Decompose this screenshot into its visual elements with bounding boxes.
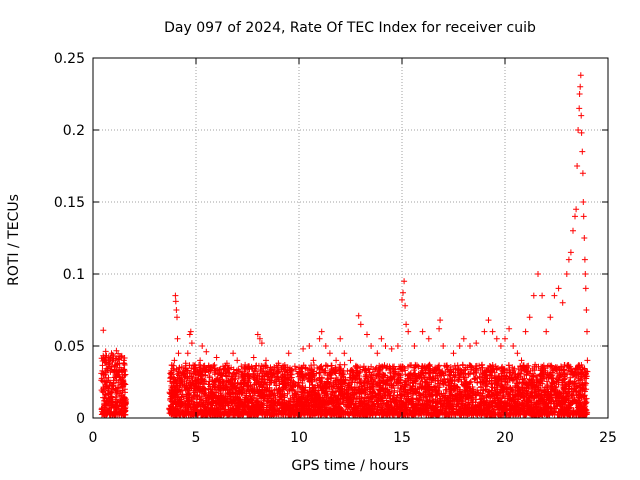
- band-point: [99, 358, 106, 364]
- band-point: [548, 362, 555, 369]
- band-point: [98, 375, 105, 382]
- band-point: [347, 394, 354, 401]
- band-point: [548, 375, 555, 382]
- band-point: [100, 394, 107, 401]
- band-point: [353, 364, 360, 371]
- dense-point-band: [98, 347, 591, 419]
- band-point: [108, 412, 115, 418]
- band-point: [100, 354, 107, 361]
- band-point: [112, 387, 119, 394]
- band-point: [112, 409, 119, 415]
- band-point: [211, 362, 218, 368]
- band-point: [109, 386, 116, 393]
- band-point: [108, 364, 115, 371]
- band-point: [360, 363, 367, 370]
- band-point: [168, 362, 175, 369]
- band-point: [113, 355, 120, 362]
- band-point: [106, 382, 113, 389]
- band-point: [374, 371, 381, 378]
- band-point: [105, 387, 112, 394]
- band-point: [257, 366, 264, 373]
- band-point: [341, 361, 348, 368]
- band-point: [418, 385, 425, 392]
- band-point: [480, 387, 487, 394]
- band-point: [324, 372, 331, 379]
- band-point: [543, 378, 550, 385]
- band-point: [199, 377, 205, 384]
- band-point: [118, 352, 125, 359]
- grid: [93, 58, 608, 418]
- band-point: [260, 370, 267, 377]
- band-point: [419, 384, 426, 391]
- band-point: [423, 394, 430, 400]
- band-point: [300, 386, 307, 392]
- band-point: [121, 406, 128, 413]
- band-point: [581, 385, 587, 392]
- band-point: [104, 409, 111, 416]
- band-point: [317, 364, 324, 370]
- band-point: [324, 378, 331, 385]
- band-point: [327, 374, 334, 381]
- band-point: [110, 377, 117, 384]
- band-point: [118, 353, 125, 360]
- band-point: [166, 410, 173, 417]
- band-point: [510, 367, 517, 374]
- band-point: [286, 398, 293, 405]
- band-point: [489, 362, 496, 368]
- band-point: [318, 379, 324, 386]
- band-point: [113, 387, 120, 394]
- band-point: [467, 362, 474, 369]
- band-point: [115, 350, 122, 357]
- band-point: [343, 403, 350, 410]
- band-point: [102, 348, 109, 355]
- band-point: [118, 392, 125, 399]
- band-point: [442, 386, 449, 393]
